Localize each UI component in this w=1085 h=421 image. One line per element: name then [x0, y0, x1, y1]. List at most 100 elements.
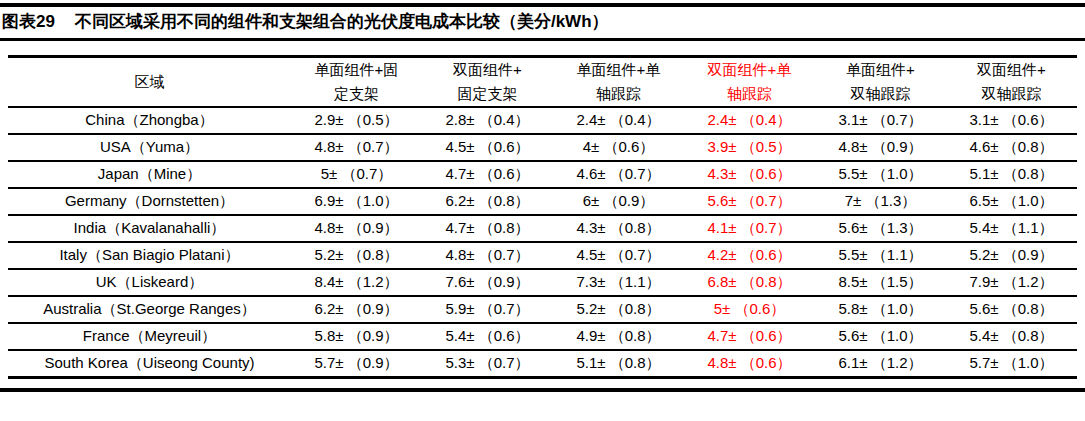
cost-cell: 6.8± （0.8） [684, 269, 815, 296]
column-header-region: 区域 [8, 57, 291, 108]
cost-cell: 6.5± （1.0） [946, 188, 1077, 215]
cost-cell: 5.5± （1.0） [815, 161, 946, 188]
column-header-line1: 双面组件+ [422, 58, 553, 82]
cost-cell: 7.9± （1.2） [946, 269, 1077, 296]
cost-cell: 6.1± （1.2） [815, 350, 946, 377]
lcoe-comparison-table: 区域 单面组件+固定支架双面组件+固定支架单面组件+单轴跟踪双面组件+单轴跟踪单… [8, 55, 1077, 379]
column-header-line2: 双轴跟踪 [946, 82, 1077, 106]
cost-cell: 5± （0.7） [291, 161, 422, 188]
region-cell: Japan（Mine） [8, 161, 291, 188]
column-header-line2: 轴跟踪 [684, 82, 815, 106]
cost-cell: 4.3± （0.6） [684, 161, 815, 188]
region-cell: Australia（St.George Ranges） [8, 296, 291, 323]
cost-cell: 8.4± （1.2） [291, 269, 422, 296]
column-header: 双面组件+单轴跟踪 [684, 57, 815, 108]
cost-cell: 5.4± （0.8） [946, 323, 1077, 350]
table-row: India（Kavalanahalli）4.8± （0.9）4.7± （0.8）… [8, 215, 1077, 242]
table-row: France（Meyreuil）5.8± （0.9）5.4± （0.6）4.9±… [8, 323, 1077, 350]
cost-cell: 5.3± （0.7） [422, 350, 553, 377]
region-cell: China（Zhongba） [8, 107, 291, 134]
column-header: 双面组件+双轴跟踪 [946, 57, 1077, 108]
cost-cell: 4.9± （0.8） [553, 323, 684, 350]
cost-cell: 5.4± （0.6） [422, 323, 553, 350]
region-cell: USA（Yuma） [8, 134, 291, 161]
cost-cell: 4.8± （0.6） [684, 350, 815, 377]
cost-cell: 4.7± （0.6） [422, 161, 553, 188]
title-divider-rule [0, 38, 1085, 41]
cost-cell: 4.1± （0.7） [684, 215, 815, 242]
table-row: Japan（Mine）5± （0.7）4.7± （0.6）4.6± （0.7）4… [8, 161, 1077, 188]
table-row: USA（Yuma）4.8± （0.7）4.5± （0.6）4± （0.6）3.9… [8, 134, 1077, 161]
column-header-line2: 定支架 [291, 82, 422, 106]
cost-cell: 5.2± （0.9） [946, 242, 1077, 269]
region-cell: India（Kavalanahalli） [8, 215, 291, 242]
table-row: China（Zhongba）2.9± （0.5）2.8± （0.4）2.4± （… [8, 107, 1077, 134]
cost-cell: 4.5± （0.6） [422, 134, 553, 161]
column-header-line1: 双面组件+ [946, 58, 1077, 82]
cost-cell: 5.4± （1.1） [946, 215, 1077, 242]
cost-cell: 3.1± （0.7） [815, 107, 946, 134]
table-body: China（Zhongba）2.9± （0.5）2.8± （0.4）2.4± （… [8, 107, 1077, 377]
cost-cell: 4.8± （0.9） [291, 215, 422, 242]
cost-cell: 5.6± （0.7） [684, 188, 815, 215]
table-row: Australia（St.George Ranges）6.2± （0.9）5.9… [8, 296, 1077, 323]
column-header-line1: 单面组件+单 [553, 58, 684, 82]
figure-title: 图表29 不同区域采用不同的组件和支架组合的光伏度电成本比较（美分/kWh） [0, 7, 1085, 38]
cost-cell: 4.6± （0.8） [946, 134, 1077, 161]
column-header-line1: 单面组件+固 [291, 58, 422, 82]
region-cell: Italy（San Biagio Platani） [8, 242, 291, 269]
column-header-line1: 单面组件+ [815, 58, 946, 82]
cost-cell: 8.5± （1.5） [815, 269, 946, 296]
column-header-line1: 双面组件+单 [684, 58, 815, 82]
region-cell: France（Meyreuil） [8, 323, 291, 350]
column-header: 单面组件+单轴跟踪 [553, 57, 684, 108]
column-header: 单面组件+固定支架 [291, 57, 422, 108]
column-header-line2: 固定支架 [422, 82, 553, 106]
cost-cell: 2.4± （0.4） [684, 107, 815, 134]
table-row: UK（Liskeard）8.4± （1.2）7.6± （0.9）7.3± （1.… [8, 269, 1077, 296]
figure-number-label: 图表29 [2, 12, 55, 31]
figure-title-text: 不同区域采用不同的组件和支架组合的光伏度电成本比较（美分/kWh） [75, 12, 609, 31]
column-header: 双面组件+固定支架 [422, 57, 553, 108]
cost-cell: 7.6± （0.9） [422, 269, 553, 296]
column-header-line2: 轴跟踪 [553, 82, 684, 106]
cost-cell: 2.9± （0.5） [291, 107, 422, 134]
column-header-line2: 双轴跟踪 [815, 82, 946, 106]
cost-cell: 7.3± （1.1） [553, 269, 684, 296]
cost-cell: 5.8± （1.0） [815, 296, 946, 323]
cost-cell: 5.6± （1.0） [815, 323, 946, 350]
table-row: South Korea（Uiseong County)5.7± （0.9）5.3… [8, 350, 1077, 377]
cost-cell: 5± （0.6） [684, 296, 815, 323]
cost-cell: 6.2± （0.9） [291, 296, 422, 323]
cost-cell: 4.7± （0.6） [684, 323, 815, 350]
cost-cell: 5.1± （0.8） [553, 350, 684, 377]
cost-cell: 3.9± （0.5） [684, 134, 815, 161]
cost-cell: 2.8± （0.4） [422, 107, 553, 134]
cost-cell: 4.2± （0.6） [684, 242, 815, 269]
table-row: Italy（San Biagio Platani）5.2± （0.8）4.8± … [8, 242, 1077, 269]
cost-cell: 4.5± （0.7） [553, 242, 684, 269]
cost-cell: 4.8± （0.9） [815, 134, 946, 161]
cost-cell: 5.1± （0.8） [946, 161, 1077, 188]
column-header: 单面组件+双轴跟踪 [815, 57, 946, 108]
cost-cell: 6.2± （0.8） [422, 188, 553, 215]
bottom-rule [0, 388, 1085, 392]
cost-cell: 6± （0.9） [553, 188, 684, 215]
cost-cell: 5.6± （0.8） [946, 296, 1077, 323]
header-row: 区域 单面组件+固定支架双面组件+固定支架单面组件+单轴跟踪双面组件+单轴跟踪单… [8, 57, 1077, 108]
cost-cell: 4.8± （0.7） [291, 134, 422, 161]
region-cell: South Korea（Uiseong County) [8, 350, 291, 377]
cost-cell: 3.1± （0.6） [946, 107, 1077, 134]
cost-cell: 5.2± （0.8） [291, 242, 422, 269]
cost-cell: 2.4± （0.4） [553, 107, 684, 134]
region-cell: Germany（Dornstetten） [8, 188, 291, 215]
cost-cell: 4.7± （0.8） [422, 215, 553, 242]
cost-cell: 7± （1.3） [815, 188, 946, 215]
cost-cell: 5.8± （0.9） [291, 323, 422, 350]
cost-cell: 5.5± （1.1） [815, 242, 946, 269]
region-cell: UK（Liskeard） [8, 269, 291, 296]
report-figure: 图表29 不同区域采用不同的组件和支架组合的光伏度电成本比较（美分/kWh） 区域… [0, 3, 1085, 392]
cost-cell: 4.3± （0.8） [553, 215, 684, 242]
cost-cell: 6.9± （1.0） [291, 188, 422, 215]
cost-cell: 4± （0.6） [553, 134, 684, 161]
